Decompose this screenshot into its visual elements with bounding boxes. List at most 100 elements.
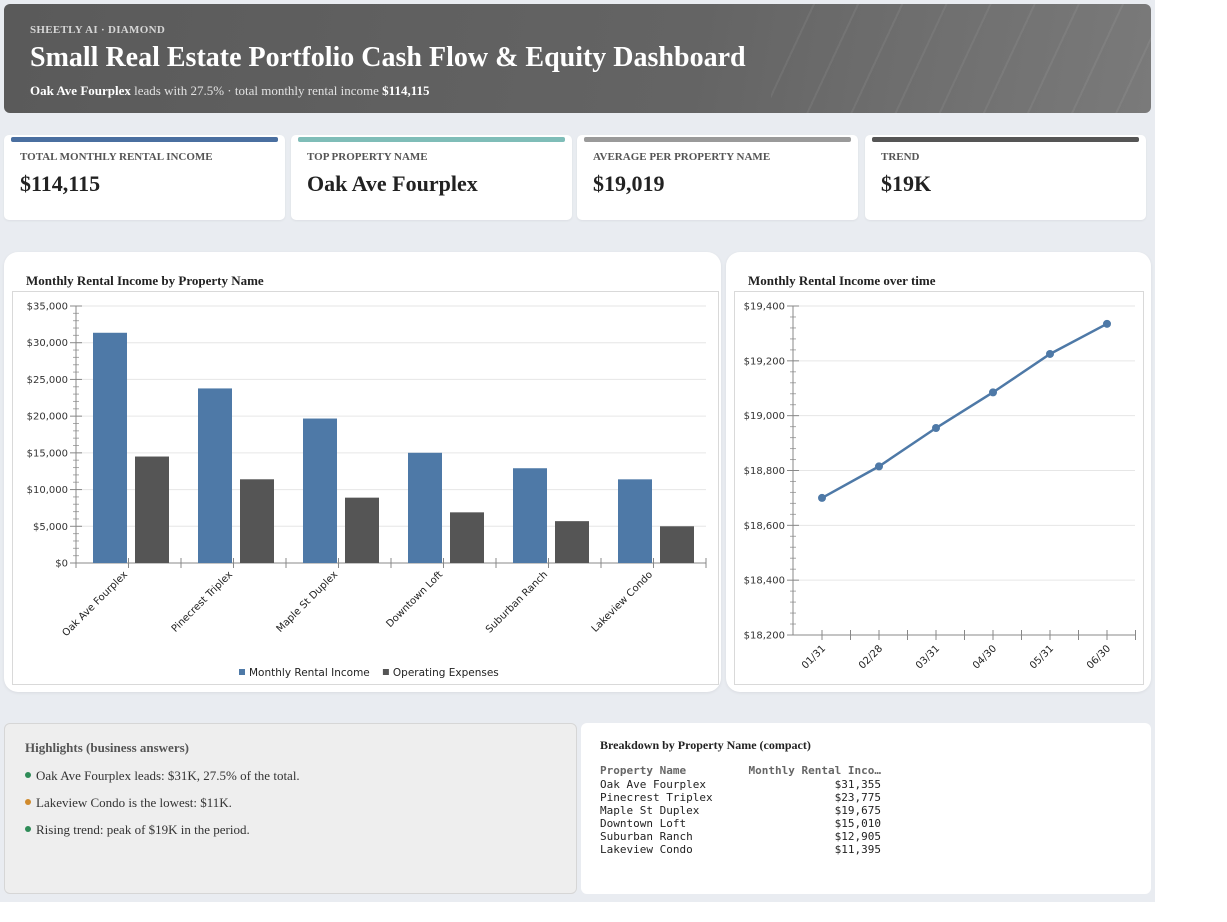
data-point: [1046, 349, 1054, 358]
bar-chart-frame: $0 $5,000 $10,000 $15,000 $20,000 $25,000 $30,…: [12, 291, 719, 685]
y-tick-label: $15,000: [27, 448, 68, 459]
x-tick-label: 03/31: [914, 643, 942, 671]
table-header-row: Property Name Monthly Rental Inco…: [600, 763, 881, 778]
table-cell-name: Oak Ave Fourplex: [600, 778, 706, 791]
y-tick-label: $18,800: [744, 466, 785, 477]
bar-expenses: [555, 521, 589, 563]
x-tick-label: 04/30: [971, 643, 999, 671]
table-cell-value: $11,395: [834, 843, 881, 856]
bar-chart-card: Monthly Rental Income by Property Name $…: [4, 252, 721, 692]
kpi-value: $19,019: [593, 171, 665, 196]
subtitle-total: $114,115: [382, 83, 430, 98]
highlight-text: Rising trend: peak of $19K in the period…: [36, 822, 250, 837]
line-chart: $18,200 $18,400 $18,600 $18,800 $19,000 $19,2…: [744, 302, 1136, 672]
x-tick-label: 05/31: [1028, 643, 1056, 671]
bullet-dot-icon: [25, 799, 31, 805]
header-decoration: [771, 4, 1151, 113]
table-cell-value: $31,355: [834, 778, 881, 791]
table-row: Maple St Duplex $19,675: [600, 804, 881, 817]
highlights-list: Oak Ave Fourplex leads: $31K, 27.5% of t…: [25, 768, 300, 849]
table-cell-value: $19,675: [834, 804, 881, 817]
page-subtitle: Oak Ave Fourplex leads with 27.5% · tota…: [30, 83, 429, 99]
data-point: [932, 424, 940, 433]
kpi-label: TOTAL MONTHLY RENTAL INCOME: [20, 151, 213, 163]
y-tick-label: $0: [55, 559, 68, 570]
y-tick-label: $19,200: [744, 356, 785, 367]
legend-swatch: [382, 669, 389, 675]
kpi-accent-bar: [11, 137, 278, 142]
table-cell-value: $15,010: [834, 817, 881, 830]
bar-income: [408, 452, 442, 563]
line-chart-card: Monthly Rental Income over time $18,200 $…: [726, 252, 1151, 692]
column-header-property: Property Name: [600, 764, 687, 777]
x-tick-label: Pinecrest Triplex: [170, 569, 235, 634]
highlight-item: Oak Ave Fourplex leads: $31K, 27.5% of t…: [25, 768, 300, 795]
kpi-label: AVERAGE PER PROPERTY NAME: [593, 151, 771, 163]
kpi-accent-bar: [584, 137, 851, 142]
legend-label: Monthly Rental Income: [249, 667, 370, 679]
bullet-dot-icon: [25, 826, 31, 832]
data-point: [875, 462, 883, 471]
breakdown-title: Breakdown by Property Name (compact): [600, 738, 811, 752]
highlight-item: Lakeview Condo is the lowest: $11K.: [25, 795, 300, 822]
table-cell-name: Downtown Loft: [600, 817, 687, 830]
highlight-text: Lakeview Condo is the lowest: $11K.: [36, 795, 232, 810]
x-tick-label: Oak Ave Fourplex: [60, 569, 130, 639]
bar-expenses: [450, 512, 484, 563]
y-tick-label: $35,000: [27, 302, 68, 313]
line-chart-frame: $18,200 $18,400 $18,600 $18,800 $19,000 $19,2…: [734, 291, 1144, 685]
bar-chart-title: Monthly Rental Income by Property Name: [26, 273, 264, 288]
table-row: Suburban Ranch $12,905: [600, 830, 881, 843]
x-tick-label: Maple St Duplex: [275, 569, 341, 635]
y-tick-label: $30,000: [27, 338, 68, 349]
x-tick-label: 02/28: [857, 643, 885, 671]
line-chart-title: Monthly Rental Income over time: [748, 273, 936, 288]
dashboard-canvas: SHEETLY AI · DIAMOND Small Real Estate P…: [0, 0, 1155, 902]
bar-expenses: [660, 526, 694, 563]
table-cell-value: $23,775: [834, 791, 881, 804]
column-header-income: Monthly Rental Inco…: [748, 764, 881, 777]
y-tick-label: $25,000: [27, 375, 68, 386]
bar-expenses: [135, 456, 169, 563]
y-tick-label: $18,400: [744, 576, 785, 587]
kpi-accent-bar: [298, 137, 565, 142]
kpi-accent-bar: [872, 137, 1139, 142]
y-tick-label: $20,000: [27, 412, 68, 423]
table-row: Oak Ave Fourplex $31,355: [600, 778, 881, 791]
bar-income: [618, 479, 652, 563]
kpi-label: TOP PROPERTY NAME: [307, 151, 428, 163]
highlight-text: Oak Ave Fourplex leads: $31K, 27.5% of t…: [36, 768, 300, 783]
subtitle-mid: leads with 27.5% · total monthly rental …: [130, 83, 383, 98]
bar-income: [198, 388, 232, 563]
header-banner: SHEETLY AI · DIAMOND Small Real Estate P…: [4, 4, 1151, 113]
kpi-card-top-property: TOP PROPERTY NAME Oak Ave Fourplex: [291, 135, 572, 220]
kpi-label: TREND: [881, 151, 920, 163]
bar-income: [303, 418, 337, 563]
highlights-title: Highlights (business answers): [25, 740, 189, 755]
y-tick-label: $5,000: [33, 522, 68, 533]
highlight-item: Rising trend: peak of $19K in the period…: [25, 822, 300, 849]
data-point: [818, 493, 826, 502]
x-tick-label: 06/30: [1085, 643, 1113, 671]
brand-label: SHEETLY AI · DIAMOND: [30, 24, 166, 36]
subtitle-lead: Oak Ave Fourplex: [30, 83, 131, 98]
y-tick-label: $19,000: [744, 411, 785, 422]
page-title: Small Real Estate Portfolio Cash Flow & …: [30, 42, 746, 73]
series-line: [821, 322, 1108, 500]
bar-expenses: [240, 479, 274, 563]
x-tick-label: Suburban Ranch: [484, 569, 550, 635]
bar-income: [93, 332, 127, 563]
kpi-card-total-income: TOTAL MONTHLY RENTAL INCOME $114,115: [4, 135, 285, 220]
table-cell-name: Lakeview Condo: [600, 843, 693, 856]
kpi-value: $19K: [881, 171, 932, 196]
table-cell-name: Pinecrest Triplex: [600, 791, 713, 804]
table-cell-name: Suburban Ranch: [600, 830, 693, 843]
breakdown-table: Property Name Monthly Rental Inco… Oak A…: [600, 763, 881, 856]
table-cell-name: Maple St Duplex: [600, 804, 700, 817]
table-row: Downtown Loft $15,010: [600, 817, 881, 830]
x-tick-label: Lakeview Condo: [590, 569, 655, 634]
kpi-value: $114,115: [20, 171, 101, 196]
legend-swatch: [239, 669, 245, 675]
kpi-card-average: AVERAGE PER PROPERTY NAME $19,019: [577, 135, 858, 220]
table-row: Lakeview Condo $11,395: [600, 843, 881, 856]
